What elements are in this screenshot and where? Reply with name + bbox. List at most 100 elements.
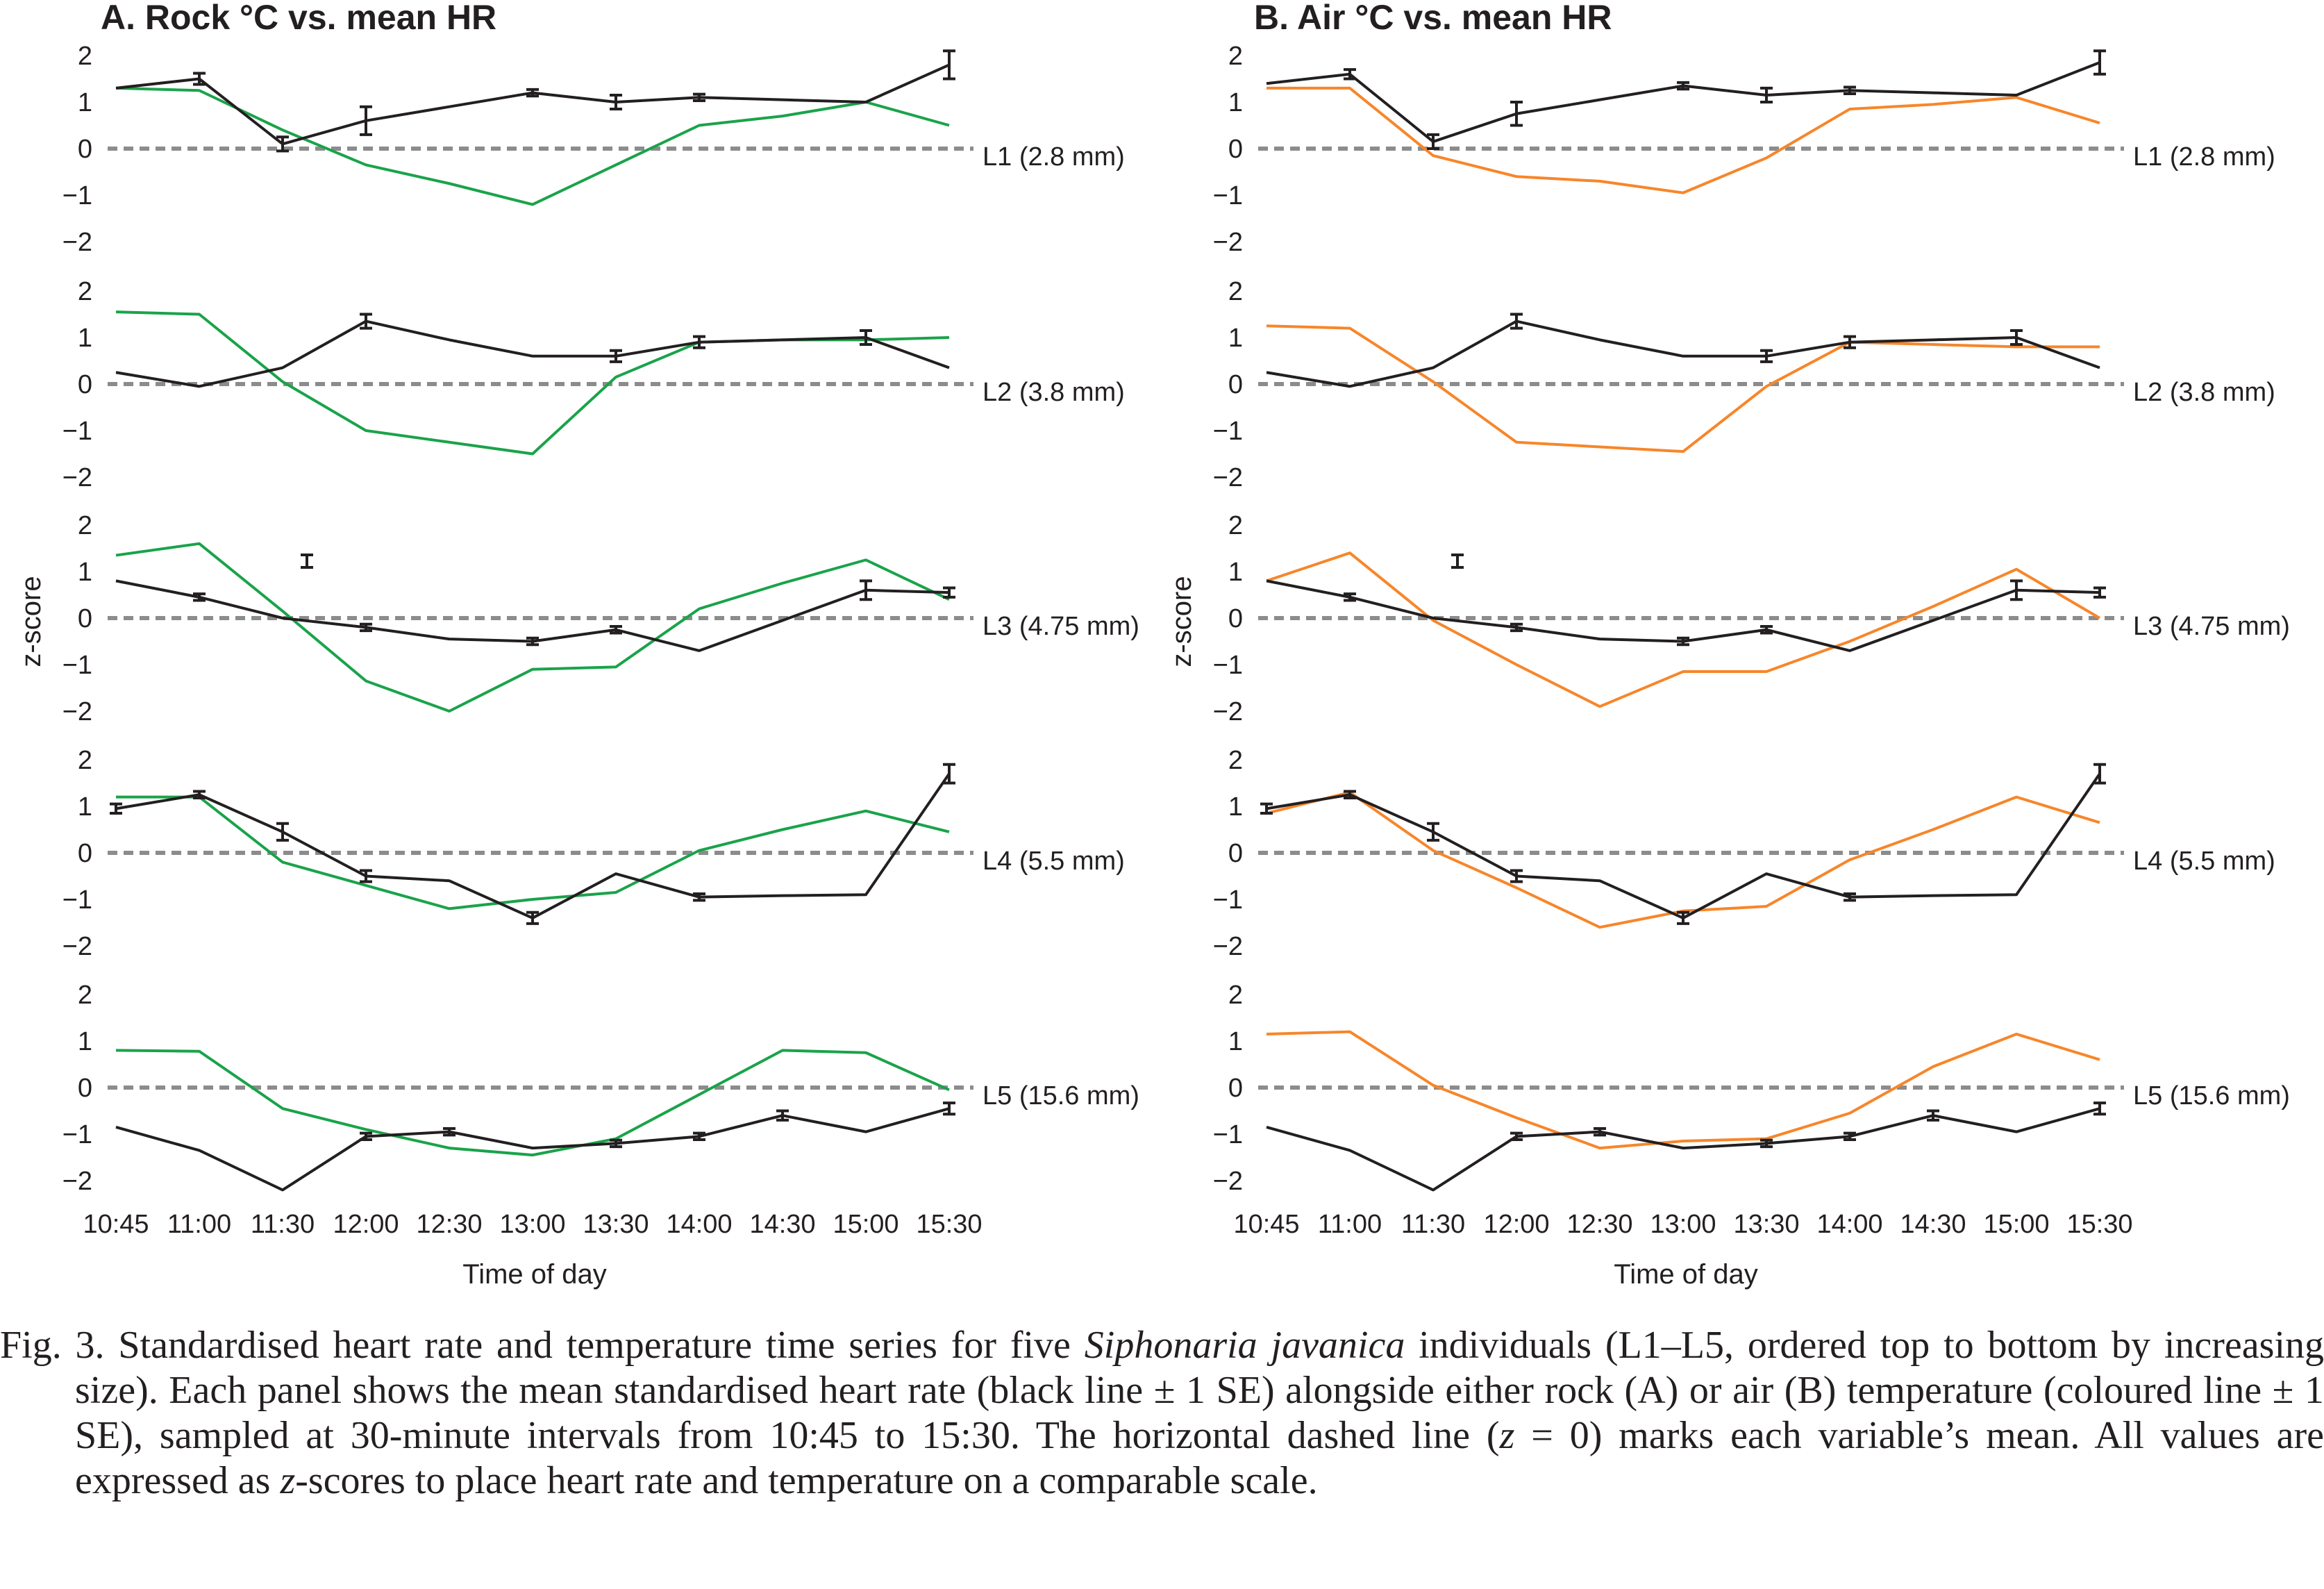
air-temperature-line [1266,551,2101,708]
y-tick-label: 1 [78,88,92,117]
y-tick-label: 0 [1228,370,1243,399]
y-tick-label: −1 [62,181,92,210]
y-tick-label: 2 [1228,277,1243,306]
error-bar [693,1131,705,1142]
error-bar [276,822,289,842]
panel-a-y-axis-title: z-score [16,576,47,667]
error-bar [2093,586,2106,599]
y-tick-label: 1 [1228,324,1243,353]
panel-b-air-vs-hr: B. Air °C vs. mean HR z-score Time of da… [1167,0,2290,1290]
error-bar [943,49,955,81]
figure: A. Rock °C vs. mean HR z-score Time of d… [16,0,2290,1290]
error-bar [1760,625,1773,635]
error-bar [943,586,955,599]
y-tick-label: −1 [62,417,92,446]
heart-rate-line [115,319,950,388]
x-tick-label: 10:45 [83,1210,149,1239]
y-tick-label: −2 [1213,1167,1243,1196]
subplot-4: 2 1 0 −1 −2 L4 (5.5 mm) [1213,746,2275,961]
x-tick-label: 13:00 [1650,1210,1716,1239]
stray-error-bar [1451,554,1464,569]
y-tick-label: −1 [1213,1120,1243,1149]
y-tick-label: −2 [62,932,92,961]
x-tick-label: 13:30 [583,1210,649,1239]
error-bar [526,910,539,925]
caption-mid2: = 0) marks each variable’s mean. All val… [75,1414,2324,1502]
error-bar [1844,335,1856,349]
error-bar [1927,1109,1939,1122]
error-bar [610,93,622,111]
subplot-1: 2 1 0 −1 −2 L1 (2.8 mm) [1213,42,2275,257]
x-tick-label: 10:45 [1233,1210,1299,1239]
error-bar [1677,910,1689,925]
y-tick-label: −1 [1213,651,1243,680]
y-tick-label: 1 [78,324,92,353]
y-tick-label: −2 [1213,932,1243,961]
y-tick-label: −1 [62,1120,92,1149]
caption-lead: Fig. 3. Standardised heart rate and temp… [0,1324,1085,1367]
error-bar [443,1126,455,1137]
error-bar [360,869,372,883]
error-bar [110,802,122,815]
subplot-3: 2 1 0 −1 −2 L3 (4.75 mm) [1213,511,2290,726]
heart-rate-line [115,772,951,920]
y-tick-label: −1 [62,885,92,915]
x-tick-label: 13:30 [1733,1210,1799,1239]
heart-rate-line [115,63,950,146]
error-bar [526,88,539,98]
panel-a-title: A. Rock °C vs. mean HR [101,0,496,37]
subplot-3: 2 1 0 −1 −2 L3 (4.75 mm) [62,511,1139,726]
x-tick-label: 15:30 [2066,1210,2132,1239]
error-bar [776,1109,789,1122]
y-tick-label: 0 [1228,839,1243,868]
air-temperature-line [1266,1030,2100,1150]
y-tick-label: 2 [78,42,92,71]
rock-temperature-line [115,542,950,713]
caption-z-scores: z [280,1459,296,1502]
x-tick-label: 11:30 [251,1210,315,1239]
y-tick-label: −2 [62,697,92,726]
subplot-2: 2 1 0 −1 −2 L2 (3.8 mm) [62,277,1125,492]
error-bar [1760,349,1773,363]
error-bar [1510,1131,1523,1142]
error-bar [1510,101,1523,127]
x-tick-label: 12:00 [333,1210,399,1239]
error-bar [1344,68,1356,81]
error-bar [2010,328,2023,347]
error-bar [193,72,206,86]
x-tick-label: 14:30 [749,1210,815,1239]
error-bar [1677,636,1689,647]
y-tick-label: 2 [78,981,92,1010]
rock-temperature-line [115,86,950,206]
y-tick-label: −2 [1213,463,1243,492]
stray-error-bar [301,554,313,569]
air-temperature-line [1267,86,2100,194]
y-tick-label: 2 [78,511,92,540]
error-bar [610,1138,622,1149]
error-bar [1427,822,1439,842]
y-tick-label: −2 [62,228,92,257]
error-bar [1510,869,1523,883]
y-tick-label: −1 [1213,885,1243,915]
error-bar [1510,313,1523,330]
y-tick-label: 0 [78,839,92,868]
error-bar [860,579,872,601]
heart-rate-line [1266,772,2101,920]
y-tick-label: −1 [62,651,92,680]
caption-paragraph: Fig. 3. Standardised heart rate and temp… [0,1323,2324,1504]
panel-b-y-axis-title: z-score [1167,576,1197,667]
rock-temperature-line [116,795,950,910]
subplot-2: 2 1 0 −1 −2 L2 (3.8 mm) [1213,277,2275,492]
error-bar [2093,763,2106,785]
subplot-4: 2 1 0 −1 −2 L4 (5.5 mm) [62,746,1125,961]
x-tick-label: 14:00 [1816,1210,1882,1239]
error-bar [693,92,705,102]
panel-a-plots: 2 1 0 −1 −2 L1 (2.8 mm) 2 1 0 −1 −2 L2 (3.8 mm) 2 1 0 −… [62,42,1139,1239]
x-tick-label: 14:00 [666,1210,732,1239]
error-bar [1344,592,1356,602]
y-tick-label: 1 [78,558,92,587]
heart-rate-line [1266,319,2100,388]
y-tick-label: 0 [1228,604,1243,633]
heart-rate-line [115,1107,950,1192]
error-bar [360,1131,372,1142]
